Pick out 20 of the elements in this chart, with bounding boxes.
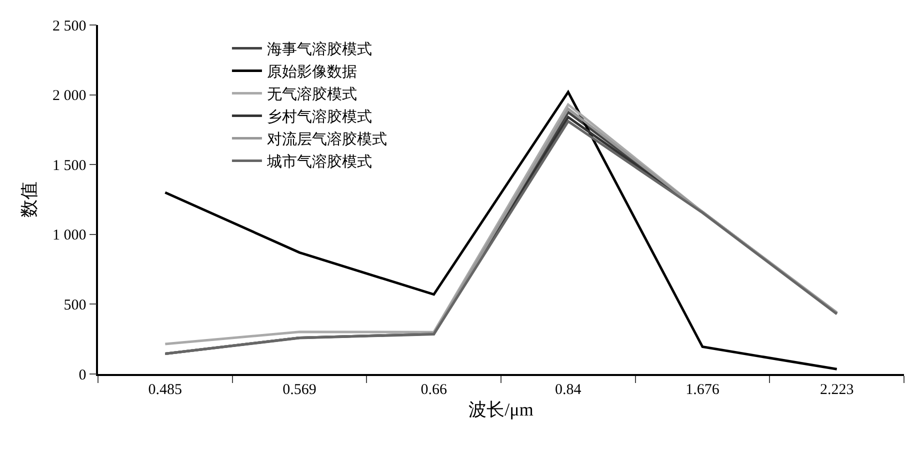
x-tick-label: 2.223 <box>820 382 854 398</box>
legend-label: 对流层气溶胶模式 <box>266 131 387 148</box>
x-tick-label: 1.676 <box>686 382 720 398</box>
y-tick-label: 0 <box>78 367 86 384</box>
legend-label: 海事气溶胶模式 <box>266 41 372 58</box>
y-axis-title: 数值 <box>19 182 40 218</box>
legend-label: 城市气溶胶模式 <box>266 154 372 171</box>
x-axis-title: 波长/μm <box>468 399 534 420</box>
x-tick-label: 0.569 <box>282 382 316 398</box>
y-tick-label: 2 500 <box>52 18 86 34</box>
y-tick-label: 500 <box>64 297 86 314</box>
y-tick-label: 2 000 <box>52 88 86 104</box>
x-tick-label: 0.84 <box>555 382 582 398</box>
legend-label: 乡村气溶胶模式 <box>266 108 372 126</box>
x-tick-label: 0.485 <box>148 382 182 398</box>
legend-label: 无气溶胶模式 <box>266 86 357 104</box>
y-tick-label: 1 000 <box>52 228 86 244</box>
x-tick-label: 0.66 <box>420 382 448 398</box>
legend-label: 原始影像数据 <box>266 64 357 81</box>
y-tick-label: 1 500 <box>52 158 86 174</box>
